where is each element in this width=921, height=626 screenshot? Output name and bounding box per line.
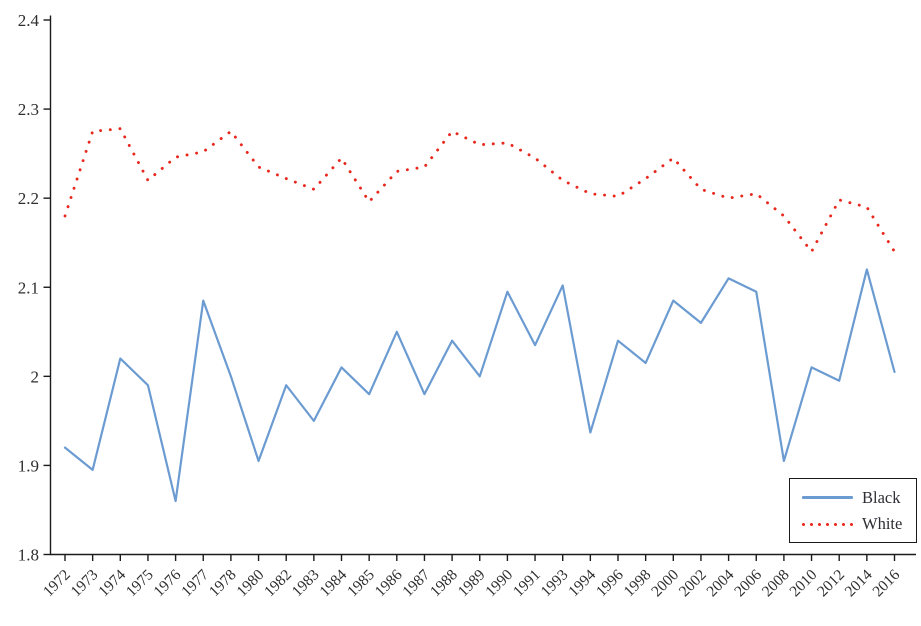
x-tick-label: 1985	[344, 566, 378, 600]
x-tick-label: 2004	[703, 566, 737, 600]
x-tick-label: 1988	[427, 566, 461, 600]
x-tick-label: 1980	[233, 566, 267, 600]
y-tick-label: 2	[31, 367, 40, 386]
x-tick-label: 2000	[648, 566, 682, 600]
x-tick-label: 1990	[482, 566, 516, 600]
y-tick-label: 2.2	[18, 189, 39, 208]
x-tick-label: 1984	[316, 566, 350, 600]
x-tick-label: 1983	[289, 566, 323, 600]
y-tick-label: 2.1	[18, 278, 39, 297]
x-tick-label: 1978	[206, 566, 240, 600]
x-tick-label: 1972	[40, 566, 74, 600]
y-tick-label: 1.8	[18, 546, 39, 565]
x-tick-label: 1982	[261, 566, 295, 600]
y-tick-label: 1.9	[18, 456, 39, 475]
x-tick-label: 1975	[123, 566, 157, 600]
black-series-solid-line	[63, 268, 896, 503]
x-tick-label: 1987	[399, 566, 433, 600]
chart-legend: Black White	[789, 478, 917, 543]
x-tick-label: 2002	[676, 566, 710, 600]
x-tick-label: 1976	[150, 566, 184, 600]
x-tick-label: 1977	[178, 566, 212, 600]
y-tick-label: 2.3	[18, 100, 39, 119]
x-tick-label: 1993	[538, 566, 572, 600]
x-tick-label: 2016	[869, 566, 903, 600]
x-tick-label: 1974	[95, 566, 129, 600]
legend-entry-black: Black	[802, 487, 916, 507]
x-tick-label: 1973	[68, 566, 102, 600]
x-tick-label: 1986	[372, 566, 406, 600]
legend-label-black: Black	[862, 487, 901, 507]
legend-entry-white: White	[802, 514, 916, 533]
x-tick-label: 2012	[814, 566, 848, 600]
x-tick-label: 1991	[510, 566, 544, 600]
x-tick-label: 1996	[593, 566, 627, 600]
x-tick-label: 2014	[842, 566, 876, 600]
legend-label-white: White	[862, 514, 903, 533]
legend-solid-line-swatch	[802, 496, 853, 500]
x-tick-label: 2010	[786, 566, 820, 600]
x-tick-label: 1989	[455, 566, 489, 600]
x-tick-label: 1994	[565, 566, 599, 600]
legend-dotted-line-swatch	[802, 522, 853, 526]
x-tick-label: 2006	[731, 566, 765, 600]
y-tick-label: 2.4	[18, 11, 40, 30]
white-series-dotted-line	[63, 127, 896, 254]
x-tick-label: 2008	[759, 566, 793, 600]
x-tick-label: 1998	[621, 566, 655, 600]
